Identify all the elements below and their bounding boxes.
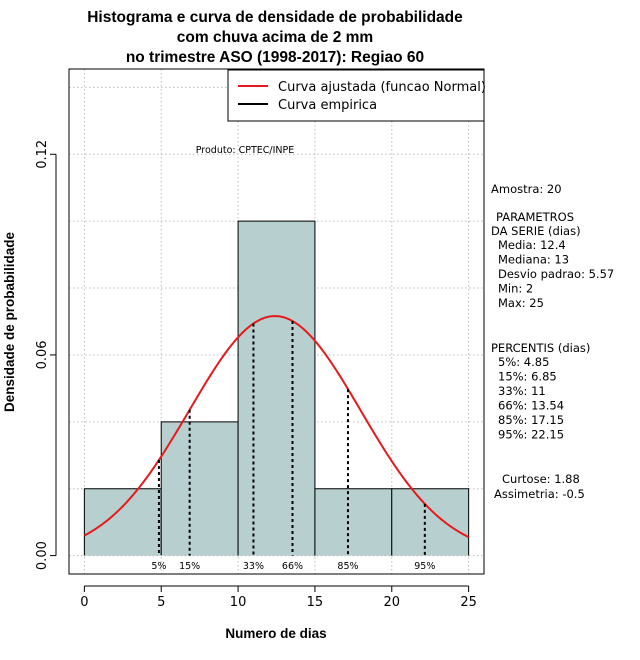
stats-param-item: Min: 2 <box>498 282 533 296</box>
stats-kurtosis: Curtose: 1.88 <box>502 472 580 486</box>
stats-percentile-item: 33%: 11 <box>498 384 546 398</box>
stats-params-subtitle: DA SERIE (dias) <box>491 224 581 238</box>
legend-label-normal: Curva ajustada (funcao Normal) <box>278 80 486 95</box>
stats-param-item: Media: 12.4 <box>498 238 566 252</box>
stats-param-item: Desvio padrao: 5.57 <box>498 267 614 281</box>
histogram-bar <box>161 421 239 556</box>
stats-param-item: Mediana: 13 <box>498 253 569 267</box>
percentile-label: 33% <box>243 561 264 572</box>
stats-sample: Amostra: 20 <box>491 182 562 196</box>
percentile-label: 15% <box>179 561 200 572</box>
percentile-markers: 5% 15% 33% 66% 85% 95% Produto: CPTEC/INPE <box>151 145 435 572</box>
stats-percentile-item: 15%: 6.85 <box>498 370 557 384</box>
stats-percentiles-title: PERCENTIS (dias) <box>491 341 590 355</box>
y-axis-title: Densidade de probabilidade <box>2 231 17 412</box>
y-tick-label: 0.12 <box>35 140 50 169</box>
chart-title-line: Histograma e curva de densidade de proba… <box>87 9 463 26</box>
histogram-bar <box>84 488 162 556</box>
y-tick-label: 0.06 <box>35 340 50 369</box>
legend: Curva ajustada (funcao Normal) Curva empi… <box>227 69 486 122</box>
histogram-bar <box>314 488 392 556</box>
stats-percentile-item: 85%: 17.15 <box>498 413 564 427</box>
stats-percentile-item: 66%: 13.54 <box>498 399 564 413</box>
chart-title-line: com chuva acima de 2 mm <box>177 29 373 46</box>
histogram-bar <box>238 221 315 556</box>
x-tick-label: 15 <box>307 595 324 610</box>
chart-title: Histograma e curva de densidade de proba… <box>87 9 463 66</box>
percentile-label: 95% <box>414 561 435 572</box>
percentile-label: 85% <box>337 561 358 572</box>
legend-label-empirical: Curva empirica <box>278 98 377 113</box>
histogram-bar-outline <box>237 220 316 556</box>
density-curves <box>83 315 470 538</box>
percentile-label: 66% <box>282 561 303 572</box>
chart-title-line: no trimestre ASO (1998-2017): Regiao 60 <box>126 49 424 66</box>
x-tick-label: 10 <box>230 595 247 610</box>
x-tick-label: 0 <box>80 595 88 610</box>
legend-box <box>227 69 485 122</box>
histogram-bar-outline <box>391 488 470 556</box>
normal-density-curve <box>83 315 470 538</box>
histogram-bars <box>83 220 470 557</box>
histogram-bar <box>391 488 469 556</box>
stats-param-item: Max: 25 <box>498 296 544 310</box>
x-axis-title: Numero de dias <box>225 626 326 641</box>
stats-skewness: Assimetria: -0.5 <box>494 487 585 501</box>
stats-percentile-item: 5%: 4.85 <box>498 355 549 369</box>
axes: 0 5 10 15 20 25 0.00 0.06 0.12 Numero de dias Dens… <box>2 68 485 641</box>
stats-percentile-item: 95%: 22.15 <box>498 428 564 442</box>
x-tick-label: 20 <box>384 595 401 610</box>
stats-params-title: PARAMETROS <box>496 210 574 224</box>
y-tick-label: 0.00 <box>35 541 50 570</box>
plot-frame <box>68 68 485 575</box>
x-tick-label: 25 <box>460 595 477 610</box>
x-tick-label: 5 <box>157 595 165 610</box>
product-label: Produto: CPTEC/INPE <box>196 145 295 156</box>
percentile-label: 5% <box>151 561 166 572</box>
